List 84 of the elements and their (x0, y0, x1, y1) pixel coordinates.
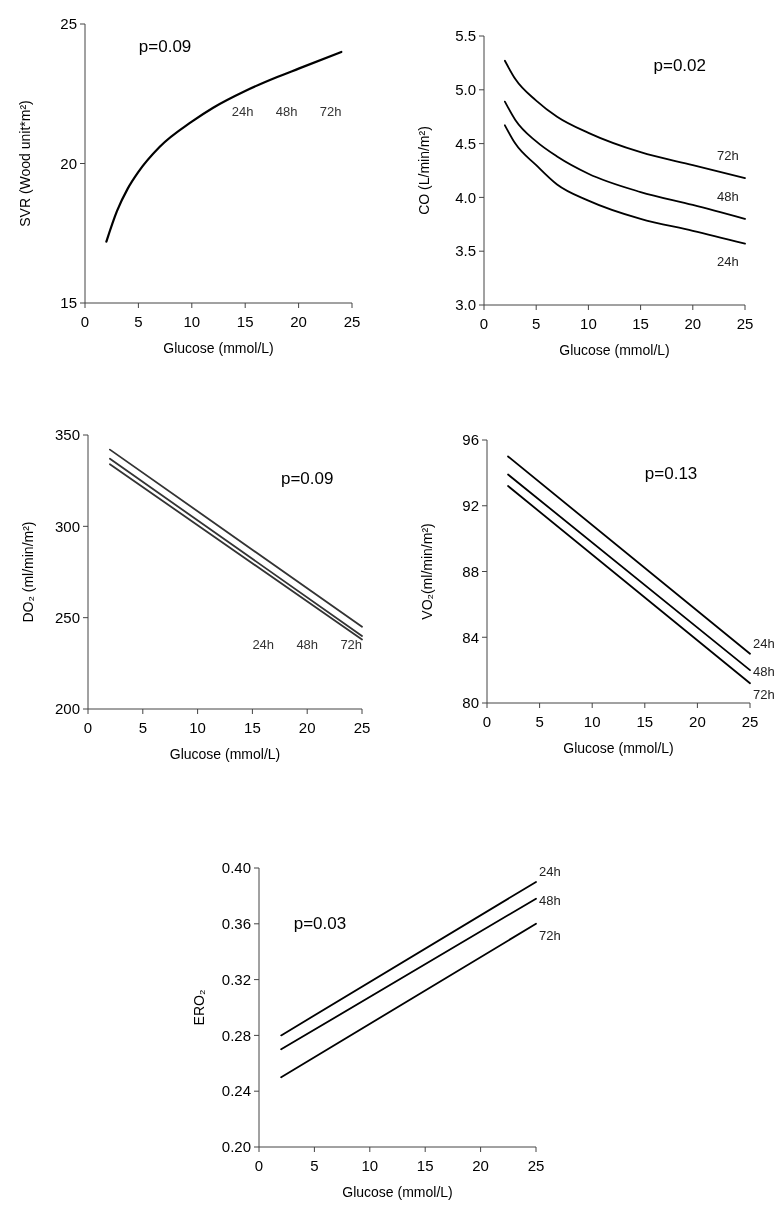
line-series (503, 100, 746, 220)
x-tick-label: 0 (482, 713, 492, 730)
y-tick-label: 25 (60, 15, 77, 33)
series-label: 72h (539, 927, 561, 943)
series-label: 48h (717, 188, 739, 204)
x-tick-label: 10 (580, 315, 597, 332)
annotation: 48h (275, 104, 298, 120)
x-tick-label: 5 (138, 719, 147, 736)
series-label: 48h (753, 664, 775, 680)
y-tick-label: 92 (462, 497, 479, 514)
x-tick-label: 25 (527, 1157, 545, 1174)
annotation: 72h (340, 636, 363, 652)
x-tick-label: 20 (290, 313, 307, 330)
y-tick-label: 3.0 (455, 296, 476, 314)
x-tick-label: 5 (134, 313, 143, 330)
line-series (503, 124, 746, 245)
y-tick-label: 4.5 (455, 134, 476, 152)
annotation: p=0.03 (293, 914, 347, 934)
x-tick-label: 10 (189, 719, 206, 736)
annotation: 24h (252, 636, 275, 652)
y-tick-label: 5.5 (455, 27, 476, 45)
x-axis-title: Glucose (mmol/L) (559, 342, 670, 358)
y-tick-label: 84 (462, 628, 479, 646)
x-tick-label: 10 (361, 1157, 379, 1174)
y-tick-label: 5.0 (455, 81, 476, 99)
series-label: 48h (539, 892, 561, 908)
x-tick-label: 25 (741, 713, 759, 730)
y-tick-label: 20 (60, 154, 77, 172)
y-tick-label: 88 (462, 562, 479, 580)
annotation: 48h (296, 636, 319, 652)
x-tick-label: 15 (416, 1157, 434, 1174)
y-tick-label: 15 (60, 294, 77, 312)
y-tick-label: 80 (462, 694, 479, 712)
x-tick-label: 10 (183, 313, 201, 330)
x-tick-label: 5 (532, 315, 541, 332)
x-tick-label: 0 (83, 719, 93, 736)
x-tick-label: 0 (479, 315, 489, 332)
y-axis-title: VO₂(ml/min/m²) (419, 523, 435, 620)
x-tick-label: 5 (310, 1157, 319, 1174)
y-axis-title: SVR (Wood unit*m²) (17, 100, 33, 227)
x-tick-label: 0 (254, 1157, 264, 1174)
y-tick-label: 0.32 (221, 970, 251, 988)
line-series (503, 59, 746, 179)
x-tick-label: 20 (684, 315, 702, 332)
y-tick-label: 0.24 (221, 1082, 251, 1100)
annotation: p=0.09 (280, 469, 334, 489)
x-axis-title: Glucose (mmol/L) (163, 340, 274, 356)
y-axis-title: ERO₂ (191, 989, 207, 1026)
series-label: 72h (753, 687, 775, 703)
y-tick-label: 250 (54, 608, 80, 626)
x-tick-label: 0 (80, 313, 90, 330)
x-tick-label: 20 (689, 713, 706, 730)
x-axis-title: Glucose (mmol/L) (169, 746, 281, 762)
x-tick-label: 25 (736, 315, 754, 332)
x-tick-label: 25 (353, 719, 371, 736)
x-axis-title: Glucose (mmol/L) (563, 740, 674, 756)
y-tick-label: 0.20 (221, 1138, 251, 1156)
annotation: 72h (319, 104, 342, 120)
y-axis-title: DO₂ (ml/min/m²) (20, 521, 36, 623)
annotation: 24h (231, 104, 254, 120)
y-tick-label: 96 (462, 431, 479, 449)
y-tick-label: 350 (54, 426, 80, 444)
y-tick-label: 0.28 (221, 1026, 251, 1044)
y-tick-label: 200 (54, 700, 80, 718)
y-tick-label: 300 (54, 517, 80, 535)
x-tick-label: 25 (343, 313, 361, 330)
y-tick-label: 0.36 (221, 915, 251, 933)
x-tick-label: 5 (535, 713, 544, 730)
x-tick-label: 20 (298, 719, 316, 736)
annotation: p=0.13 (644, 464, 698, 484)
x-tick-label: 10 (583, 713, 601, 730)
y-tick-label: 3.5 (455, 242, 476, 260)
y-tick-label: 0.40 (221, 859, 251, 877)
y-axis-title: CO (L/min/m²) (416, 126, 432, 215)
annotation: p=0.09 (138, 36, 192, 56)
series-label: 24h (717, 253, 739, 269)
annotation: p=0.02 (653, 55, 706, 75)
series-label: 24h (753, 635, 775, 651)
series-label: 24h (539, 863, 561, 879)
x-tick-label: 15 (632, 315, 649, 332)
series-label: 72h (717, 148, 739, 164)
x-tick-label: 15 (636, 713, 654, 730)
y-tick-label: 4.0 (455, 188, 476, 206)
x-axis-title: Glucose (mmol/L) (342, 1184, 453, 1200)
